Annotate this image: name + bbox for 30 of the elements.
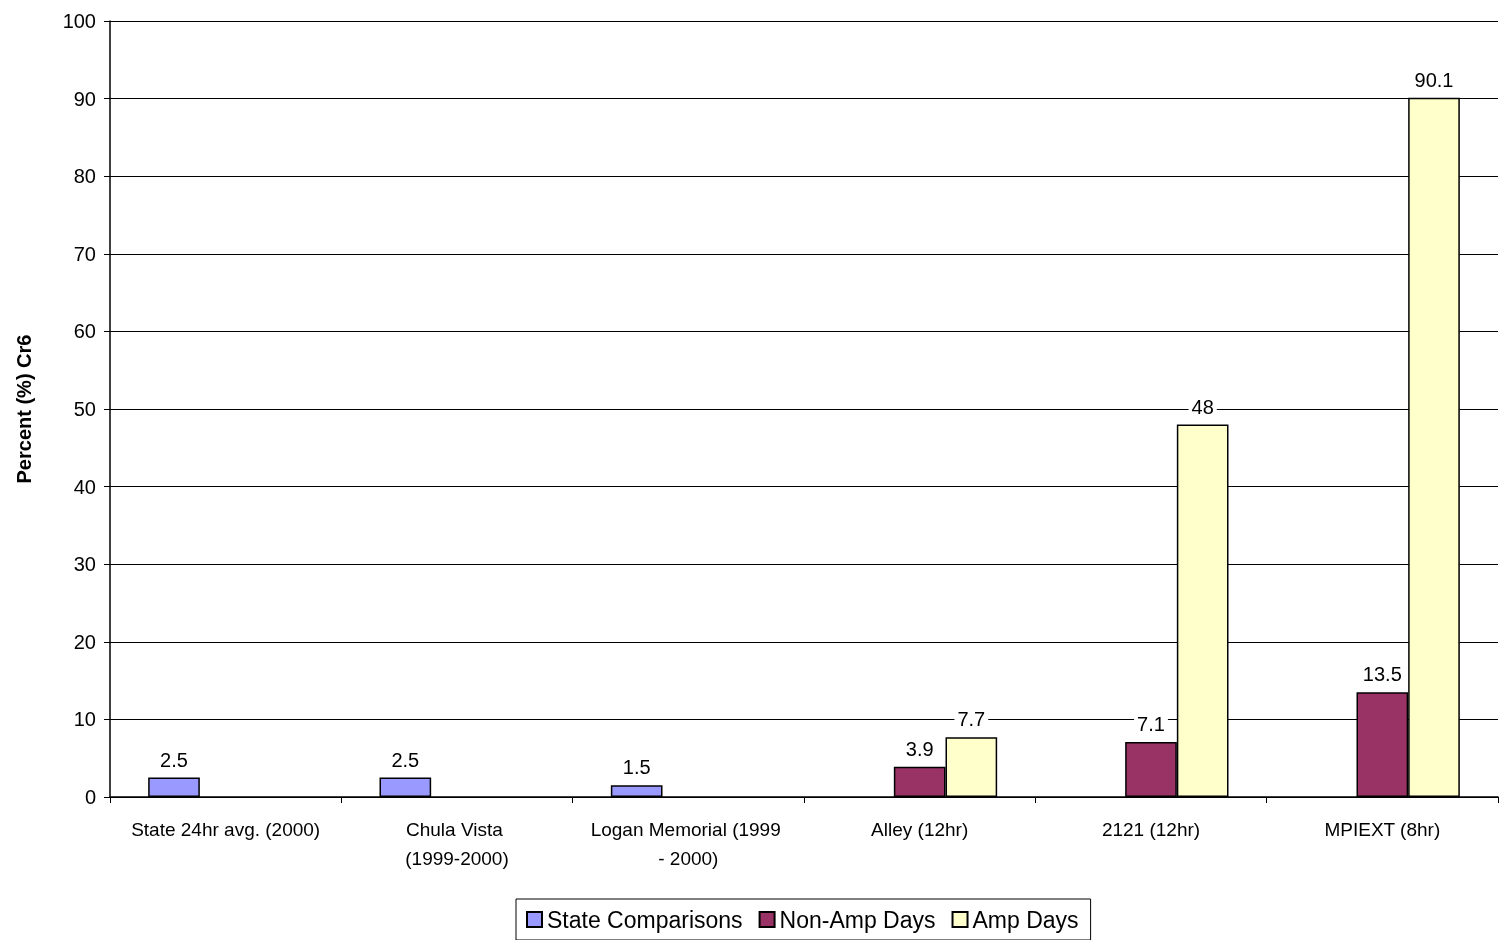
data-label: 7.7	[957, 708, 986, 731]
data-label: 2.5	[391, 748, 420, 771]
y-tick-label: 10	[73, 708, 96, 731]
x-tick-label: 2121 (12hr)	[1101, 819, 1201, 840]
x-tick-label: Logan Memorial (1999 - 2000)	[590, 819, 787, 869]
y-tick-label: 80	[73, 165, 96, 188]
y-tick-label: 50	[73, 398, 96, 420]
y-tick-label: 40	[73, 475, 96, 498]
y-tick-label: 90	[73, 87, 96, 110]
x-tick-label: State 24hr avg. (2000)	[131, 819, 321, 840]
data-label: 1.5	[622, 756, 651, 779]
y-tick-label: 20	[73, 630, 96, 653]
data-label: 90.1	[1414, 68, 1454, 91]
data-label: 13.5	[1362, 663, 1402, 686]
y-tick-label: 0	[84, 786, 96, 808]
data-label: 2.5	[160, 748, 188, 771]
y-tick-label: 100	[62, 10, 96, 32]
y-axis-title: Percent (%) Cr6	[13, 334, 35, 484]
x-tick-label: MPIEXT (8hr)	[1324, 819, 1441, 840]
legend-label: Non-Amp Days	[779, 906, 936, 933]
y-tick-label: 30	[73, 553, 96, 576]
legend-label: Amp Days	[972, 906, 1079, 933]
data-label: 3.9	[905, 737, 934, 760]
x-tick-label: Alley (12hr)	[871, 819, 969, 840]
legend-label: State Comparisons	[547, 906, 743, 933]
data-label: 7.1	[1137, 712, 1165, 735]
y-tick-label: 60	[73, 320, 96, 343]
data-label: 48	[1191, 395, 1214, 418]
x-tick-label: Chula Vista (1999-2000)	[405, 819, 509, 869]
y-tick-label: 70	[73, 242, 96, 265]
